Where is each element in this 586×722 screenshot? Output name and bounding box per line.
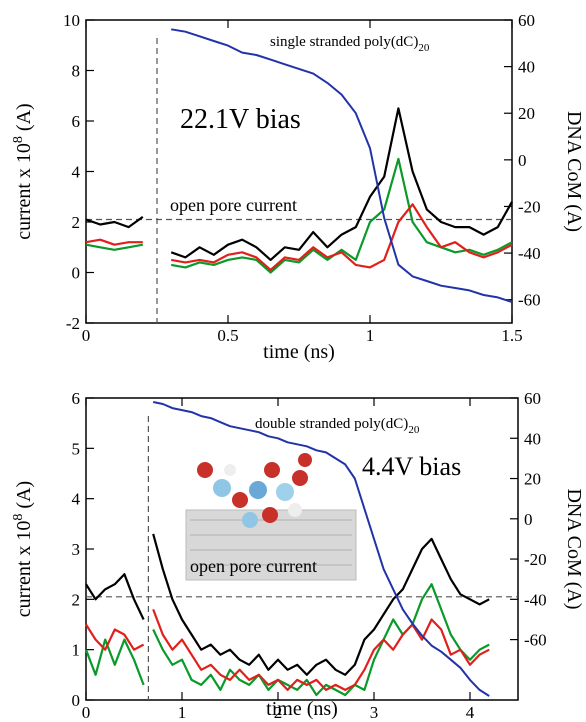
y2-tick-label: 40 xyxy=(518,58,535,77)
y-tick-label: 1 xyxy=(72,641,81,660)
x-tick-label: 0 xyxy=(82,703,91,722)
y-tick-label: 0 xyxy=(72,691,81,710)
y-axis-label-exponent: 8 xyxy=(11,514,26,521)
series-line xyxy=(85,533,490,676)
x-tick-label: 0 xyxy=(82,326,91,345)
y2-axis-label: DNA CoM (A) xyxy=(563,111,585,232)
x-axis-label: time (ns) xyxy=(263,341,335,363)
x-tick-label: 2 xyxy=(274,703,283,722)
y-tick-label: -2 xyxy=(66,314,80,333)
x-tick-label: 3 xyxy=(370,703,379,722)
panel-label-subscript: 20 xyxy=(408,424,420,436)
y2-tick-label: 20 xyxy=(524,470,541,489)
x-tick-label: 4 xyxy=(466,703,475,722)
bias-label: 22.1V bias xyxy=(180,104,301,135)
y-tick-label: 6 xyxy=(72,112,81,131)
y2-tick-label: 40 xyxy=(524,429,541,448)
panel-label-text: single stranded poly(dC) xyxy=(270,34,418,50)
series-line xyxy=(85,157,513,274)
y2-tick-label: 60 xyxy=(518,11,535,30)
panel-label: single stranded poly(dC)20 xyxy=(270,34,430,54)
bias-label: 4.4V bias xyxy=(362,452,461,481)
y-axis-label: current x 108 (A) xyxy=(11,481,35,617)
y-tick-label: 4 xyxy=(72,163,81,182)
x-tick-label: 1 xyxy=(366,326,375,345)
y2-tick-label: -20 xyxy=(524,550,547,569)
x-axis-label: time (ns) xyxy=(266,698,338,720)
x-tick-label: 1 xyxy=(178,703,187,722)
series-line xyxy=(85,609,490,691)
y-axis-label: current x 108 (A) xyxy=(11,103,35,239)
molecule-inset xyxy=(185,453,357,581)
y2-tick-label: 20 xyxy=(518,104,535,123)
series-line xyxy=(84,583,490,697)
y2-tick-label: 60 xyxy=(524,389,541,408)
y-tick-label: 5 xyxy=(72,439,81,458)
y-tick-label: 10 xyxy=(63,11,80,30)
y2-tick-label: -40 xyxy=(524,590,547,609)
y-axis-label-unit: (A) xyxy=(13,481,35,509)
y-tick-label: 8 xyxy=(72,62,81,81)
x-tick-label: 1.5 xyxy=(501,326,522,345)
y2-tick-label: -60 xyxy=(518,291,541,310)
panel-label: double stranded poly(dC)20 xyxy=(255,416,420,436)
y2-tick-label: -60 xyxy=(524,631,547,650)
y-axis-label-exponent: 8 xyxy=(11,136,26,143)
y2-axis-label: DNA CoM (A) xyxy=(563,488,585,609)
y2-tick-label: 0 xyxy=(518,151,527,170)
y-axis-label-text: current x 10 xyxy=(13,521,35,618)
panel-label-text: double stranded poly(dC) xyxy=(255,416,408,432)
y2-tick-label: -20 xyxy=(518,197,541,216)
series-line xyxy=(152,401,490,697)
panel-label-subscript: 20 xyxy=(418,42,430,54)
y-axis-label-unit: (A) xyxy=(13,103,35,131)
open-pore-label: open pore current xyxy=(170,195,297,215)
y-tick-label: 2 xyxy=(72,213,81,232)
series-line xyxy=(85,203,513,272)
y2-tick-label: 0 xyxy=(524,510,533,529)
series-line xyxy=(85,107,513,261)
plot-frame xyxy=(85,19,513,324)
y-tick-label: 2 xyxy=(72,590,81,609)
y-tick-label: 4 xyxy=(72,490,81,509)
y-tick-label: 3 xyxy=(72,540,81,559)
x-tick-label: 0.5 xyxy=(217,326,238,345)
y-tick-label: 6 xyxy=(72,389,81,408)
open-pore-label: open pore current xyxy=(190,556,317,576)
y-axis-label-text: current x 10 xyxy=(13,143,35,240)
y2-tick-label: -40 xyxy=(518,244,541,263)
y-tick-label: 0 xyxy=(72,264,81,283)
series-line xyxy=(171,28,513,303)
